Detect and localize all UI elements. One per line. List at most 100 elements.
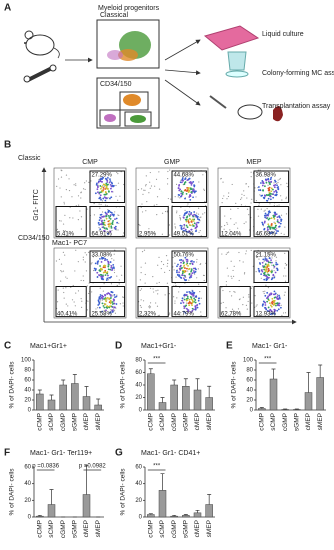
dot: [65, 287, 67, 289]
dot: [174, 227, 177, 229]
dot: [181, 181, 183, 184]
dot: [61, 271, 63, 273]
dot: [122, 302, 124, 304]
dot: [274, 226, 277, 229]
dot: [105, 217, 108, 220]
dot: [190, 298, 193, 301]
dot: [279, 222, 282, 225]
dot: [189, 198, 192, 201]
dot: [69, 217, 71, 219]
dot: [263, 210, 265, 212]
dot: [122, 235, 124, 237]
bar: [258, 408, 266, 411]
dot: [104, 274, 107, 277]
dot: [265, 284, 267, 286]
dot: [250, 171, 252, 173]
dot: [104, 211, 107, 214]
dot: [185, 294, 188, 296]
dot: [140, 299, 142, 301]
dot: [283, 233, 285, 235]
dot: [255, 305, 257, 307]
dot: [259, 194, 261, 196]
dot: [251, 285, 253, 288]
dot: [114, 312, 117, 314]
dot: [193, 308, 195, 311]
dot: [100, 230, 102, 232]
assay-label: Liquid culture: [262, 31, 304, 38]
dot: [190, 302, 193, 305]
dot: [268, 193, 271, 196]
dot: [75, 292, 77, 294]
dot: [242, 296, 244, 298]
dot: [226, 222, 228, 224]
percent: 44.79%: [173, 312, 194, 318]
error-bar: [148, 368, 153, 374]
dot: [175, 284, 177, 287]
dot: [248, 294, 250, 296]
dot: [166, 210, 168, 212]
dot: [165, 255, 168, 257]
dot: [121, 296, 124, 298]
dot: [267, 272, 269, 274]
dot: [284, 312, 287, 314]
dot: [267, 177, 270, 180]
dot: [115, 295, 118, 298]
dot: [264, 194, 267, 197]
panel-label: A: [4, 3, 11, 14]
dot: [185, 304, 188, 307]
dot: [188, 273, 191, 276]
dot: [260, 269, 263, 272]
dot: [191, 263, 194, 266]
dot: [190, 228, 193, 231]
dot: [168, 293, 170, 295]
dot: [152, 288, 154, 290]
dot: [164, 210, 167, 213]
dot: [273, 290, 276, 293]
dot: [149, 171, 151, 174]
x-tick-label: cMEP: [194, 413, 201, 430]
dot: [58, 220, 61, 222]
dot: [82, 256, 84, 258]
annotation: ***: [153, 357, 161, 363]
dot: [276, 297, 279, 300]
dot: [149, 307, 151, 309]
dot: [172, 256, 174, 259]
dot: [265, 269, 267, 272]
dot: [156, 196, 159, 198]
error-bar: [172, 379, 177, 385]
dot: [266, 226, 269, 229]
dot: [264, 263, 267, 266]
dot: [114, 211, 116, 213]
dot: [270, 309, 272, 312]
dot: [230, 218, 232, 220]
dot: [184, 256, 187, 259]
dot: [74, 305, 76, 307]
dot: [265, 181, 268, 184]
dot: [108, 306, 111, 309]
dot: [104, 199, 107, 202]
dot: [183, 183, 186, 186]
dot: [202, 274, 205, 276]
dot: [196, 212, 198, 214]
dot: [177, 193, 180, 196]
dot: [194, 190, 197, 193]
dot: [268, 186, 271, 189]
dot: [67, 305, 69, 307]
dot: [109, 178, 111, 181]
dot: [179, 224, 182, 227]
dot: [112, 263, 115, 266]
dot: [104, 271, 106, 274]
dot: [248, 214, 250, 216]
dot: [238, 279, 240, 282]
dot: [264, 185, 266, 188]
dot: [284, 291, 286, 293]
dot: [117, 229, 119, 231]
dot: [229, 315, 231, 317]
error-bar: [259, 407, 264, 409]
dot: [198, 218, 201, 221]
dot: [204, 212, 206, 214]
dot: [111, 306, 114, 308]
dot: [277, 181, 279, 184]
bar: [36, 393, 44, 411]
dot: [106, 228, 109, 231]
